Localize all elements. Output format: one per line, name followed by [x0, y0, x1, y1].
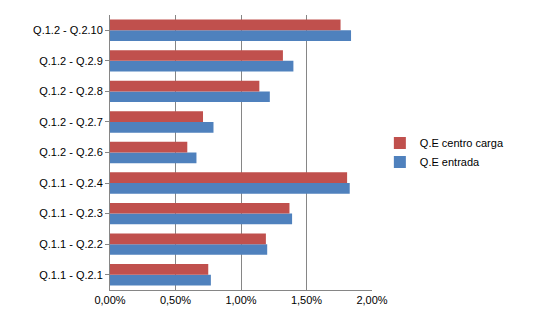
- svg-text:Q.E centro carga: Q.E centro carga: [420, 137, 504, 149]
- svg-text:0,50%: 0,50%: [160, 294, 191, 306]
- svg-text:Q.1.2 - Q.2.9: Q.1.2 - Q.2.9: [39, 55, 103, 67]
- svg-text:Q.1.1 - Q.2.2: Q.1.1 - Q.2.2: [39, 238, 103, 250]
- svg-text:Q.1.1 - Q.2.3: Q.1.1 - Q.2.3: [39, 207, 103, 219]
- svg-text:0,00%: 0,00%: [94, 294, 125, 306]
- svg-text:1,00%: 1,00%: [225, 294, 256, 306]
- svg-text:Q.1.2 - Q.2.10: Q.1.2 - Q.2.10: [33, 24, 103, 36]
- svg-text:Q.E entrada: Q.E entrada: [420, 156, 480, 168]
- svg-text:Q.1.1 - Q.2.1: Q.1.1 - Q.2.1: [39, 269, 103, 281]
- svg-text:Q.1.2 - Q.2.7: Q.1.2 - Q.2.7: [39, 116, 103, 128]
- svg-text:2,00%: 2,00%: [356, 294, 387, 306]
- svg-text:Q.1.2 - Q.2.6: Q.1.2 - Q.2.6: [39, 146, 103, 158]
- svg-text:Q.1.2 - Q.2.8: Q.1.2 - Q.2.8: [39, 85, 103, 97]
- svg-text:1,50%: 1,50%: [291, 294, 322, 306]
- svg-text:Q.1.1 - Q.2.4: Q.1.1 - Q.2.4: [39, 177, 103, 189]
